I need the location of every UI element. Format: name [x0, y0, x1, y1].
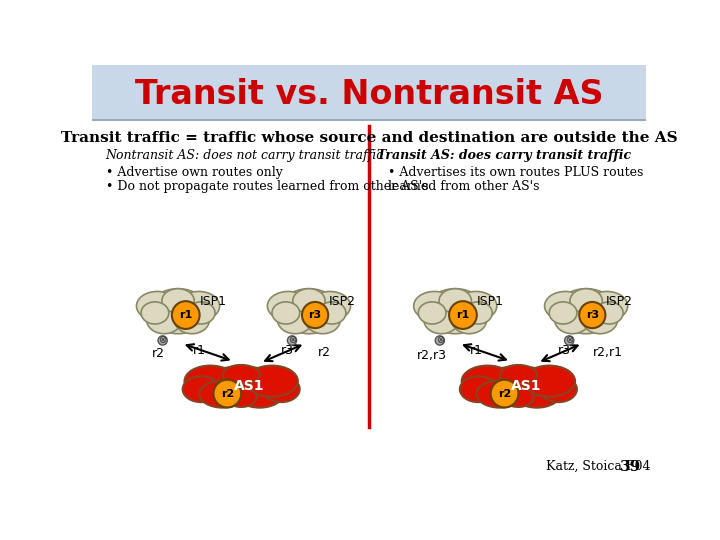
Text: ISP2: ISP2 [329, 295, 356, 308]
Text: r3: r3 [586, 310, 599, 320]
Ellipse shape [424, 306, 459, 334]
Text: r2: r2 [498, 389, 511, 399]
Ellipse shape [162, 289, 194, 313]
Circle shape [490, 380, 518, 408]
Text: • Do not propagate routes learned from other AS's: • Do not propagate routes learned from o… [106, 180, 428, 193]
Ellipse shape [451, 306, 487, 334]
Ellipse shape [279, 289, 339, 334]
Ellipse shape [418, 302, 446, 324]
Text: ⊗: ⊗ [565, 335, 573, 346]
Text: ⊗: ⊗ [158, 335, 167, 346]
Ellipse shape [462, 366, 513, 397]
Ellipse shape [455, 292, 497, 321]
Bar [92, 65, 647, 120]
Text: • Advertises its own routes PLUS routes: • Advertises its own routes PLUS routes [388, 166, 644, 179]
Circle shape [287, 336, 297, 345]
Text: ISP1: ISP1 [477, 295, 504, 308]
Text: Transit AS: does carry transit traffic: Transit AS: does carry transit traffic [377, 149, 631, 162]
Ellipse shape [475, 367, 562, 402]
Ellipse shape [198, 367, 284, 402]
Text: ISP1: ISP1 [199, 295, 227, 308]
Ellipse shape [137, 292, 178, 321]
Ellipse shape [199, 381, 246, 408]
Ellipse shape [549, 302, 577, 324]
Ellipse shape [318, 302, 346, 324]
Text: AS1: AS1 [510, 379, 541, 393]
Ellipse shape [305, 306, 341, 334]
Ellipse shape [523, 366, 575, 397]
Text: r2: r2 [221, 389, 234, 399]
Ellipse shape [222, 365, 260, 384]
Ellipse shape [439, 289, 472, 313]
Ellipse shape [500, 365, 537, 384]
Ellipse shape [477, 381, 523, 408]
Text: r1: r1 [179, 310, 192, 320]
Circle shape [172, 301, 199, 329]
Circle shape [213, 380, 241, 408]
Ellipse shape [183, 376, 220, 402]
Ellipse shape [503, 388, 534, 407]
Ellipse shape [414, 292, 455, 321]
Ellipse shape [426, 289, 485, 334]
Ellipse shape [554, 306, 590, 334]
Ellipse shape [460, 376, 497, 402]
Ellipse shape [293, 289, 325, 313]
Text: Transit traffic = traffic whose source and destination are outside the AS: Transit traffic = traffic whose source a… [60, 131, 678, 145]
Circle shape [158, 336, 167, 345]
Text: ISP2: ISP2 [606, 295, 633, 308]
Text: r2,r1: r2,r1 [593, 346, 623, 359]
Text: ⊗: ⊗ [288, 335, 296, 346]
Text: r1: r1 [193, 343, 206, 356]
Ellipse shape [556, 289, 616, 334]
Ellipse shape [148, 289, 208, 334]
Circle shape [435, 336, 444, 345]
Text: r1: r1 [456, 310, 469, 320]
Ellipse shape [277, 306, 312, 334]
Ellipse shape [309, 292, 351, 321]
Ellipse shape [174, 306, 210, 334]
Ellipse shape [178, 292, 220, 321]
Ellipse shape [464, 302, 492, 324]
Circle shape [579, 302, 606, 328]
Text: r1: r1 [470, 343, 483, 356]
Text: Nontransit AS: does not carry transit traffic: Nontransit AS: does not carry transit tr… [106, 149, 384, 162]
Text: r3: r3 [309, 310, 322, 320]
Ellipse shape [582, 306, 618, 334]
Ellipse shape [147, 306, 181, 334]
Ellipse shape [544, 292, 586, 321]
Text: Transit vs. Nontransit AS: Transit vs. Nontransit AS [135, 78, 603, 111]
Text: r2,r3: r2,r3 [417, 349, 447, 362]
Text: r3: r3 [281, 343, 294, 356]
Ellipse shape [184, 366, 236, 397]
Ellipse shape [272, 302, 300, 324]
Circle shape [449, 301, 477, 329]
Ellipse shape [586, 292, 628, 321]
Ellipse shape [236, 381, 283, 408]
Ellipse shape [246, 366, 298, 397]
Ellipse shape [263, 376, 300, 402]
Circle shape [302, 302, 328, 328]
Ellipse shape [226, 388, 256, 407]
Text: AS1: AS1 [233, 379, 264, 393]
Ellipse shape [570, 289, 603, 313]
Ellipse shape [595, 302, 623, 324]
Text: Katz, Stoica F04: Katz, Stoica F04 [546, 460, 651, 473]
Ellipse shape [187, 302, 215, 324]
Text: • Advertise own routes only: • Advertise own routes only [106, 166, 282, 179]
Text: r2: r2 [153, 347, 166, 360]
Ellipse shape [141, 302, 168, 324]
Ellipse shape [513, 381, 560, 408]
Text: r2: r2 [318, 346, 330, 359]
Text: 39: 39 [620, 460, 642, 474]
Text: learned from other AS's: learned from other AS's [388, 180, 540, 193]
Circle shape [564, 336, 574, 345]
Ellipse shape [267, 292, 309, 321]
Ellipse shape [540, 376, 577, 402]
Text: r3: r3 [558, 343, 571, 356]
Text: ⊗: ⊗ [436, 335, 444, 346]
